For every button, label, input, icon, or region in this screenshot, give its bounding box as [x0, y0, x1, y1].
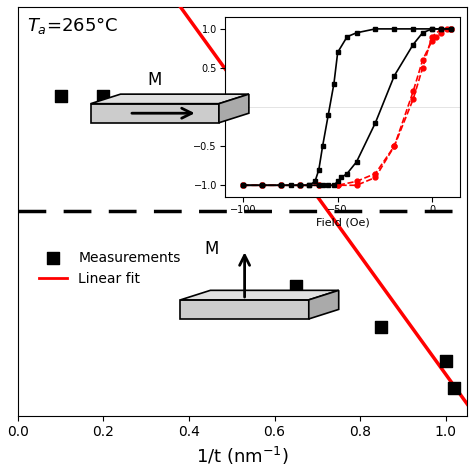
- Point: [450, 384, 458, 392]
- Point: [100, 91, 107, 99]
- Point: [249, 91, 257, 99]
- Polygon shape: [91, 104, 219, 123]
- Text: $T_a$=265°C: $T_a$=265°C: [27, 15, 118, 36]
- Polygon shape: [181, 291, 339, 300]
- Polygon shape: [219, 94, 249, 123]
- Point: [292, 283, 300, 290]
- Point: [57, 91, 64, 99]
- Legend: Measurements, Linear fit: Measurements, Linear fit: [34, 246, 186, 292]
- Text: M: M: [147, 71, 162, 89]
- Polygon shape: [91, 94, 249, 104]
- Text: M: M: [205, 240, 219, 258]
- Point: [378, 323, 385, 331]
- Point: [442, 357, 449, 365]
- Polygon shape: [309, 291, 339, 319]
- Polygon shape: [181, 300, 309, 319]
- X-axis label: 1/t (nm$^{-1}$): 1/t (nm$^{-1}$): [196, 445, 289, 467]
